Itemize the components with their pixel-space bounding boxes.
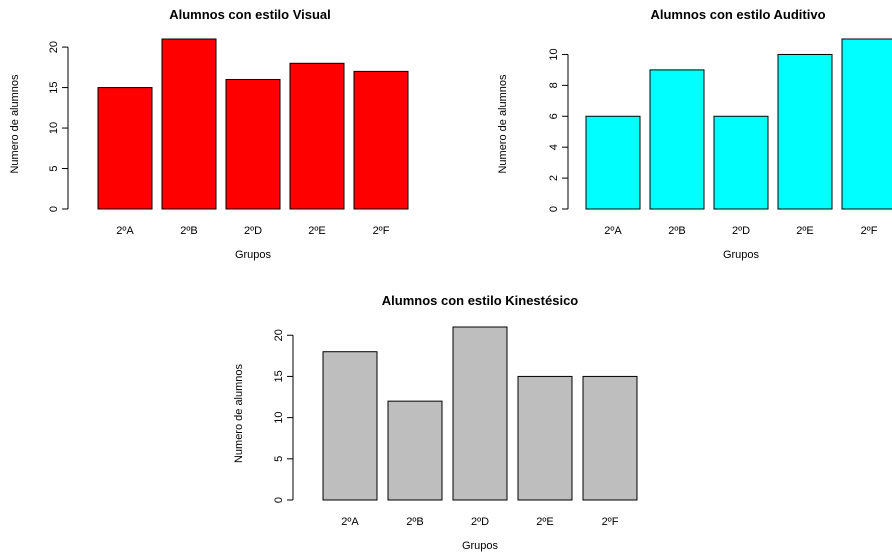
x-tick-label: 2ºE	[308, 225, 325, 237]
y-tick-label: 2	[548, 175, 560, 181]
x-tick-label: 2ºF	[373, 225, 390, 237]
x-tick-label: 2ºF	[602, 516, 619, 528]
bar-2ºB	[387, 400, 443, 501]
bar-2ºF	[582, 375, 638, 501]
bar-2ºE	[517, 375, 573, 501]
y-tick-label: 8	[548, 82, 560, 88]
y-tick-label: 20	[273, 329, 285, 341]
y-axis-label: Numero de alumnos	[233, 363, 245, 463]
x-tick-label: 2ºD	[244, 225, 262, 237]
x-tick-label: 2ºA	[341, 516, 359, 528]
y-tick-label: 15	[273, 370, 285, 382]
x-tick-label: 2ºE	[796, 225, 813, 237]
bar-2ºA	[97, 87, 153, 210]
x-tick-label: 2ºA	[604, 225, 622, 237]
bar-2ºD	[225, 78, 281, 210]
chart-title: Alumnos con estilo Visual	[169, 7, 331, 22]
x-axis-label: Grupos	[723, 249, 760, 261]
bar-2ºF	[841, 38, 892, 210]
y-tick-label: 20	[48, 41, 60, 53]
bar-2ºB	[649, 69, 705, 210]
x-tick-label: 2ºB	[668, 225, 685, 237]
x-tick-label: 2ºB	[180, 225, 197, 237]
bar-2ºE	[289, 62, 345, 210]
y-tick-label: 0	[48, 206, 60, 212]
y-tick-label: 5	[48, 165, 60, 171]
y-tick-label: 10	[273, 411, 285, 423]
bar-2ºB	[161, 38, 217, 210]
y-axis-label: Numero de alumnos	[9, 74, 21, 174]
y-tick-label: 0	[548, 206, 560, 212]
y-axis-label: Numero de alumnos	[497, 74, 509, 174]
y-tick-label: 15	[48, 81, 60, 93]
chart-visual: Alumnos con estilo Visual 2ºA 2ºB 2ºD 2ºE 2ºF…	[9, 7, 409, 261]
y-tick-label: 10	[548, 48, 560, 60]
chart-auditivo: Alumnos con estilo Auditivo 2ºA 2ºB 2ºD 2ºE 2…	[497, 7, 892, 261]
chart-kinestesico: Alumnos con estilo Kinestésico 2ºA 2ºB 2ºD 2…	[233, 293, 638, 552]
bar-2ºD	[713, 115, 769, 210]
y-tick-label: 6	[548, 113, 560, 119]
y-tick-label: 4	[548, 144, 560, 150]
chart-title: Alumnos con estilo Auditivo	[650, 7, 825, 22]
x-tick-label: 2ºA	[116, 225, 134, 237]
x-tick-label: 2ºD	[732, 225, 750, 237]
bar-2ºE	[777, 53, 833, 210]
y-tick-label: 5	[273, 456, 285, 462]
x-tick-label: 2ºD	[471, 516, 489, 528]
x-axis-label: Grupos	[462, 540, 499, 552]
chart-title: Alumnos con estilo Kinestésico	[382, 293, 579, 308]
x-tick-label: 2ºE	[536, 516, 553, 528]
y-tick-label: 10	[48, 122, 60, 134]
x-axis-label: Grupos	[235, 249, 272, 261]
bar-2ºA	[585, 115, 641, 210]
x-tick-label: 2ºF	[861, 225, 878, 237]
bar-2ºF	[353, 70, 409, 210]
bar-2ºD	[452, 326, 508, 501]
x-tick-label: 2ºB	[406, 516, 423, 528]
y-tick-label: 0	[273, 497, 285, 503]
bar-2ºA	[322, 351, 378, 501]
